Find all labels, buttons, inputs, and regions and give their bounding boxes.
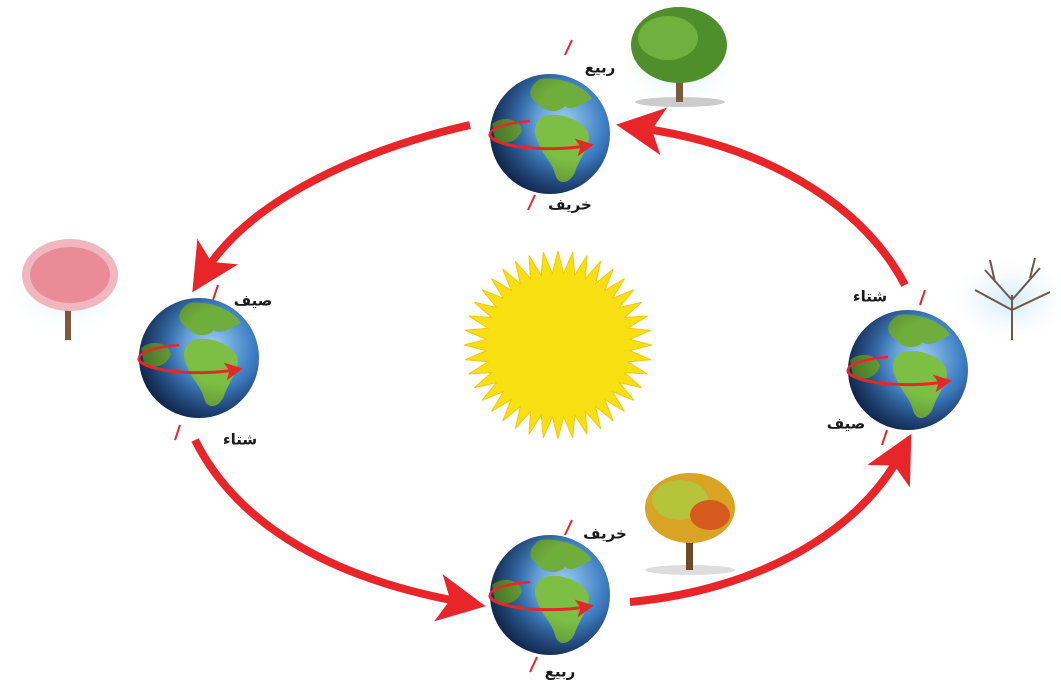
page: {"positions": [ {"top_label": "ربيع", "b… <box>0 0 1061 688</box>
tree-spring <box>615 7 745 110</box>
season-label: صيف <box>827 415 865 433</box>
arrow <box>205 125 470 272</box>
season-label: شتاء <box>223 431 257 449</box>
earth-left: صيف شتاء <box>139 285 272 449</box>
seasons-diagram: ربيع خريف صيف شتاء شتاء صيف خريف ربيع <box>0 0 1061 688</box>
arrow <box>640 128 905 285</box>
season-label: شتاء <box>853 288 887 306</box>
sun <box>464 251 652 439</box>
season-label: صيف <box>234 292 272 310</box>
season-label: خريف <box>583 525 627 543</box>
earth-bottom: خريف ربيع <box>490 520 627 681</box>
tree-winter <box>945 255 1061 345</box>
season-label: خريف <box>548 196 592 214</box>
arrow <box>195 440 462 602</box>
tree-autumn <box>645 473 735 575</box>
tree-summer <box>3 239 133 340</box>
earth-right: شتاء صيف <box>827 288 968 446</box>
season-label: ربيع <box>585 59 616 77</box>
season-label: ربيع <box>545 663 576 681</box>
earth-top: ربيع خريف <box>490 40 615 214</box>
